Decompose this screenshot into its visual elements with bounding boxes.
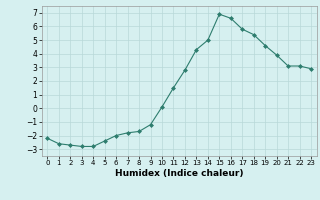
X-axis label: Humidex (Indice chaleur): Humidex (Indice chaleur): [115, 169, 244, 178]
